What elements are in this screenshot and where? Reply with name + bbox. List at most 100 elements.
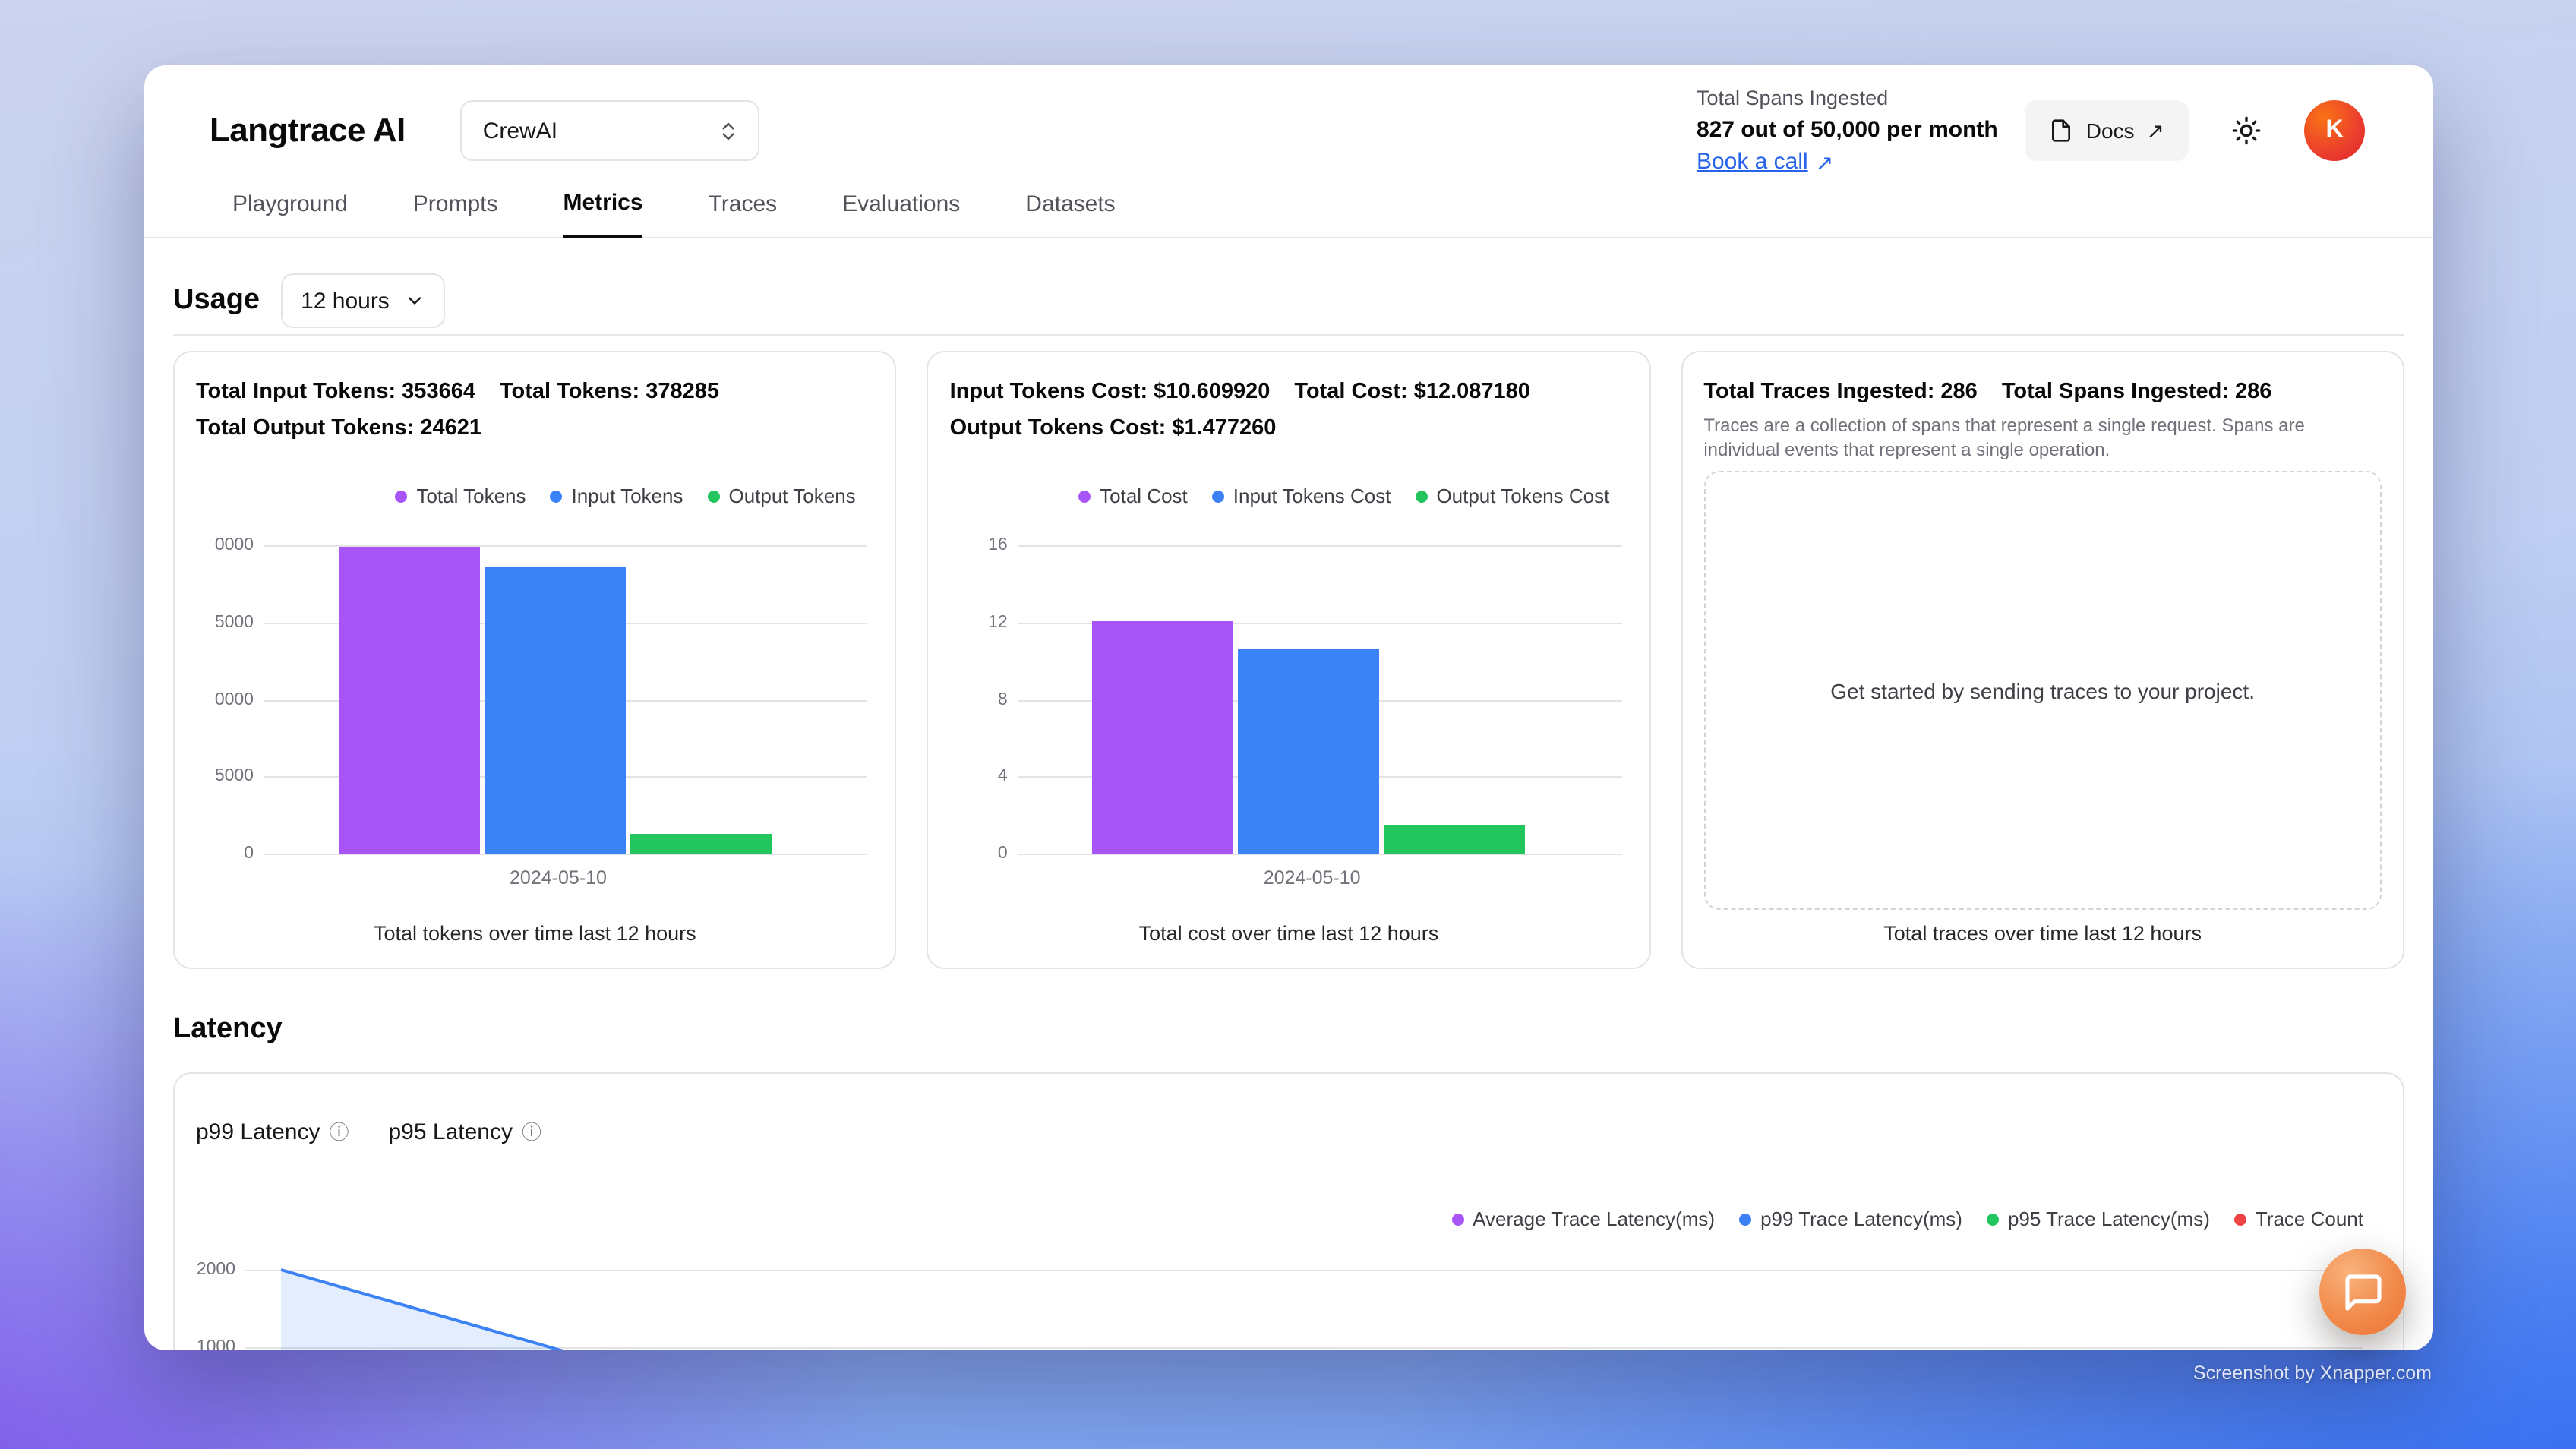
legend-item: Output Tokens Cost: [1415, 485, 1609, 507]
time-range-value: 12 hours: [301, 288, 390, 314]
legend-item: Input Tokens: [550, 485, 683, 507]
info-icon: ⓘ: [521, 1121, 541, 1144]
brand-logo: Langtrace AI: [210, 111, 406, 149]
y-axis-tick: 1000: [196, 1338, 235, 1350]
latency-heading: Latency: [173, 1013, 283, 1045]
y-axis-tick: 0: [244, 844, 254, 863]
usage-header-row: Usage 12 hours: [173, 273, 2404, 328]
y-axis-tick: 12: [988, 613, 1008, 632]
gridline: [1018, 854, 1622, 855]
avatar[interactable]: K: [2304, 100, 2365, 161]
tokens-bar-chart: 0000 5000 0000 5000 0: [175, 536, 895, 863]
tab-prompts[interactable]: Prompts: [413, 190, 498, 237]
app-header: Langtrace AI CrewAI Total Spans Ingested…: [144, 65, 2433, 178]
tab-metrics[interactable]: Metrics: [563, 190, 643, 238]
y-axis-tick: 5000: [214, 767, 254, 786]
project-selector-value: CrewAI: [482, 118, 558, 144]
legend-dot: [707, 490, 720, 502]
book-a-call-link[interactable]: Book a call ↗: [1697, 146, 1833, 178]
info-icon: ⓘ: [329, 1121, 349, 1144]
document-icon: [2050, 118, 2074, 143]
external-arrow-icon: ↗: [2146, 118, 2164, 143]
legend-item: p95 Trace Latency(ms): [1986, 1208, 2210, 1230]
legend-dot: [1078, 490, 1091, 502]
legend-label: Total Cost: [1100, 485, 1188, 507]
gridline: [264, 854, 868, 855]
docs-button[interactable]: Docs ↗: [2025, 100, 2189, 161]
traces-description: Traces are a collection of spans that re…: [1703, 415, 2305, 459]
tab-datasets[interactable]: Datasets: [1025, 190, 1115, 237]
header-actions: Total Spans Ingested 827 out of 50,000 p…: [1697, 84, 2365, 178]
bar-group: [339, 546, 772, 854]
chart-caption: Total traces over time last 12 hours: [1883, 922, 2202, 945]
traces-card: Total Traces Ingested: 286 Total Spans In…: [1681, 351, 2404, 969]
traces-empty-state: Get started by sending traces to your pr…: [1703, 471, 2382, 910]
tokens-chart-legend: Total Tokens Input Tokens Output Tokens: [175, 485, 895, 507]
y-axis-tick: 0000: [214, 536, 254, 554]
spans-ingested-value: 827 out of 50,000 per month: [1696, 117, 1998, 143]
legend-item: Trace Count: [2233, 1208, 2363, 1230]
tab-playground[interactable]: Playground: [232, 190, 348, 237]
y-axis-tick: 16: [988, 536, 1008, 554]
legend-label: p99 Trace Latency(ms): [1760, 1208, 1962, 1230]
legend-label: Trace Count: [2255, 1208, 2363, 1230]
legend-dot: [1415, 490, 1428, 502]
y-axis-tick: 4: [997, 767, 1008, 786]
docs-button-label: Docs: [2085, 118, 2135, 143]
legend-label: p95 Trace Latency(ms): [2007, 1208, 2210, 1230]
cost-chart-legend: Total Cost Input Tokens Cost Output Tokens…: [929, 485, 1649, 507]
traces-stats: Total Traces Ingested: 286 Total Spans In…: [1682, 352, 2403, 410]
bar-total-tokens: [339, 546, 480, 854]
bar-input-tokens: [485, 567, 626, 854]
tokens-card: Total Input Tokens: 353664 Total Tokens: …: [173, 351, 897, 969]
book-a-call-label: Book a call: [1696, 149, 1808, 175]
latency-toggles: p99 Latency ⓘ p95 Latency ⓘ: [175, 1074, 2403, 1145]
avatar-initial: K: [2325, 117, 2344, 143]
tab-traces[interactable]: Traces: [709, 190, 778, 237]
chevron-down-icon: [405, 290, 426, 311]
legend-label: Total Tokens: [416, 485, 526, 507]
gridline: [245, 1270, 2363, 1271]
chart-caption: Total cost over time last 12 hours: [1138, 922, 1439, 945]
project-selector[interactable]: CrewAI: [459, 100, 759, 161]
chevrons-up-down-icon: [717, 119, 740, 142]
stat-value: Total Output Tokens: 24621: [196, 416, 481, 440]
legend-dot: [2233, 1213, 2246, 1225]
cost-card: Input Tokens Cost: $10.609920 Total Cost:…: [927, 351, 1651, 969]
legend-dot: [395, 490, 408, 502]
legend-item: Total Tokens: [395, 485, 526, 507]
legend-item: Average Trace Latency(ms): [1451, 1208, 1715, 1230]
legend-label: Input Tokens: [571, 485, 683, 507]
legend-dot: [1211, 490, 1224, 502]
legend-item: Total Cost: [1078, 485, 1188, 507]
legend-item: Output Tokens: [707, 485, 856, 507]
bar-total-cost: [1092, 620, 1234, 854]
bar-group: [1092, 620, 1526, 854]
tab-evaluations[interactable]: Evaluations: [842, 190, 960, 237]
time-range-select[interactable]: 12 hours: [281, 273, 446, 328]
latency-chart-legend: Average Trace Latency(ms) p99 Trace Laten…: [1451, 1208, 2363, 1230]
stats-row: Output Tokens Cost: $1.477260: [950, 410, 1628, 447]
nav-tabs: Playground Prompts Metrics Traces Evaluation…: [144, 190, 2433, 238]
legend-dot: [550, 490, 563, 502]
p99-latency-toggle[interactable]: p99 Latency ⓘ: [196, 1119, 349, 1145]
stat-value: Total Traces Ingested: 286: [1703, 380, 1978, 404]
stat-value: Total Spans Ingested: 286: [2001, 380, 2272, 404]
theme-toggle-button[interactable]: [2216, 100, 2277, 161]
y-axis-tick: 2000: [196, 1261, 235, 1279]
legend-label: Input Tokens Cost: [1233, 485, 1391, 507]
bar-output-tokens-cost: [1384, 825, 1526, 854]
legend-label: Average Trace Latency(ms): [1473, 1208, 1716, 1230]
sun-icon: [2231, 115, 2262, 146]
y-axis-tick: 0000: [214, 690, 254, 709]
p95-latency-toggle[interactable]: p95 Latency ⓘ: [389, 1119, 542, 1145]
stats-row: Input Tokens Cost: $10.609920 Total Cost:…: [950, 374, 1628, 410]
chart-caption: Total tokens over time last 12 hours: [373, 922, 696, 945]
gridline: [264, 545, 868, 547]
chat-launcher-button[interactable]: [2319, 1249, 2406, 1335]
gridline: [1018, 622, 1622, 624]
divider: [173, 334, 2404, 336]
legend-dot: [1451, 1213, 1464, 1225]
bar-input-tokens-cost: [1238, 649, 1380, 854]
x-axis-label: 2024-05-10: [1263, 867, 1361, 889]
